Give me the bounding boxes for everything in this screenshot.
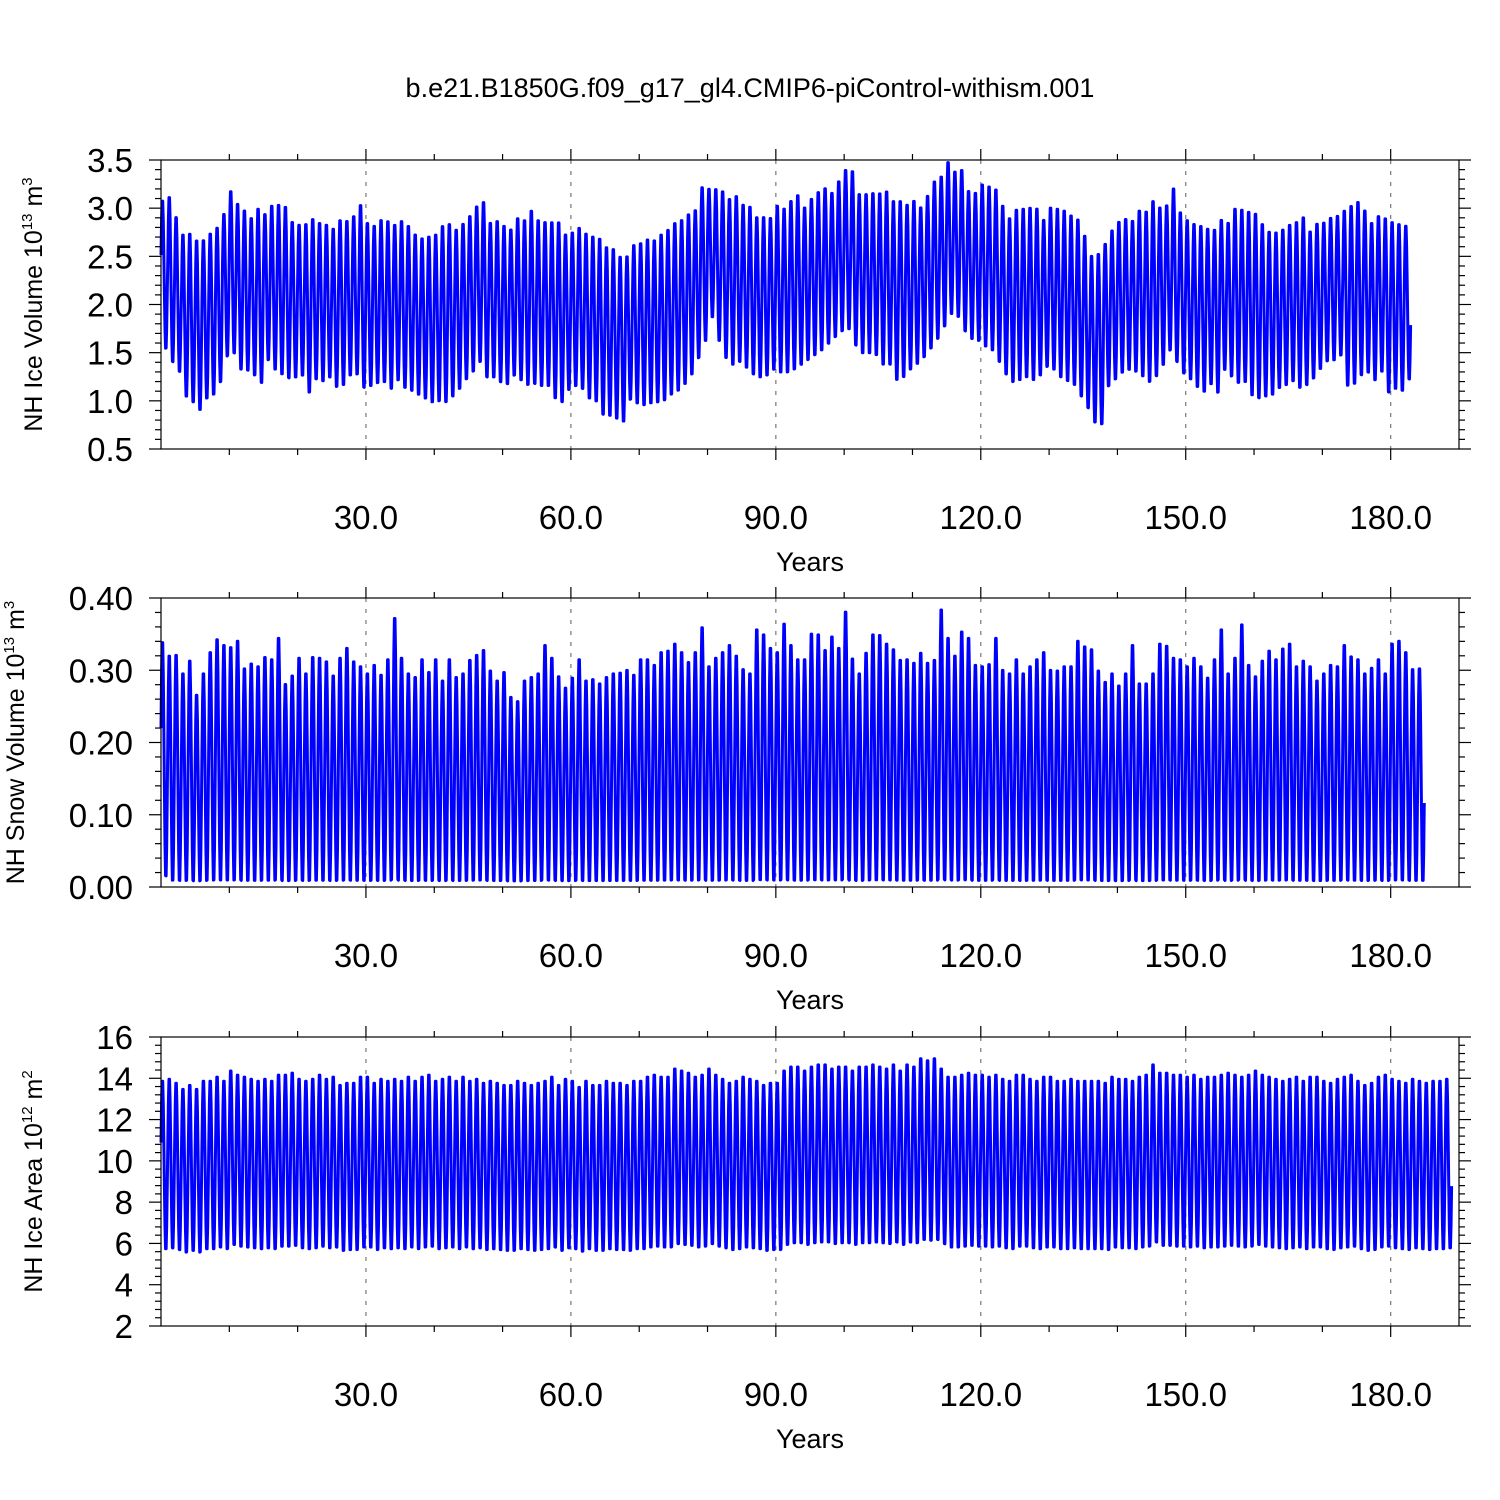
y-tick-label: 0.30 xyxy=(69,652,133,689)
y-axis-label-superscript: 3 xyxy=(19,177,36,185)
x-tick-label: 90.0 xyxy=(744,937,808,974)
y-tick-label: 3.0 xyxy=(87,190,133,227)
y-tick-label: 16 xyxy=(96,1019,133,1056)
y-axis-label-text: NH Ice Area 10 xyxy=(20,1123,48,1293)
y-axis-label-superscript: 3 xyxy=(1,601,18,609)
x-axis-label: Years xyxy=(776,985,844,1015)
y-tick-label: 10 xyxy=(96,1143,133,1180)
y-axis-label-superscript: 13 xyxy=(1,637,18,654)
x-tick-label: 120.0 xyxy=(939,1376,1022,1413)
y-axis-label: NH Ice Area 1012 m2 xyxy=(19,1070,48,1292)
x-tick-label: 90.0 xyxy=(744,1376,808,1413)
ice-volume-panel: 30.0 60.0 90.0 120.0 150.0 180.0 Years 0.5 1.0 1.… xyxy=(19,142,1471,577)
y-tick-label: 2.5 xyxy=(87,238,133,275)
y-axis-label-text: m xyxy=(2,609,30,637)
snow-volume-panel: 30.0 60.0 90.0 120.0 150.0 180.0 Years 0.00 0.10… xyxy=(1,580,1471,1015)
y-tick-label: 8 xyxy=(115,1184,133,1221)
y-axis-label: NH Snow Volume 1013 m3 xyxy=(1,601,30,885)
y-tick-label: 6 xyxy=(115,1225,133,1262)
x-axis-label: Years xyxy=(776,1424,844,1454)
y-axis-label-text: NH Snow Volume 10 xyxy=(2,654,30,885)
x-tick-label: 180.0 xyxy=(1349,499,1432,536)
y-axis-label-superscript: 13 xyxy=(19,213,36,230)
y-tick-label: 1.0 xyxy=(87,383,133,420)
x-tick-label: 120.0 xyxy=(939,937,1022,974)
x-axis-label: Years xyxy=(776,547,844,577)
y-tick-label: 4 xyxy=(115,1267,133,1304)
x-tick-label: 120.0 xyxy=(939,499,1022,536)
panels: 30.0 60.0 90.0 120.0 150.0 180.0 Years 0.5 1.0 1.… xyxy=(1,142,1471,1454)
y-tick-label: 0.00 xyxy=(69,869,133,906)
x-tick-label: 150.0 xyxy=(1144,499,1227,536)
y-tick-label: 0.20 xyxy=(69,725,133,762)
snow-volume-series-line xyxy=(159,608,1426,883)
ice-volume-series-line xyxy=(159,161,1413,426)
y-axis-label-text: NH Ice Volume 10 xyxy=(20,230,48,432)
y-tick-label: 1.5 xyxy=(87,335,133,372)
y-tick-label: 14 xyxy=(96,1060,133,1097)
x-tick-label: 30.0 xyxy=(334,937,398,974)
y-tick-label: 0.40 xyxy=(69,580,133,617)
x-tick-label: 60.0 xyxy=(539,1376,603,1413)
x-tick-label: 150.0 xyxy=(1144,1376,1227,1413)
y-axis-label: NH Ice Volume 1013 m3 xyxy=(19,177,48,431)
y-axis-label-text: m xyxy=(20,1079,48,1107)
x-tick-label: 90.0 xyxy=(744,499,808,536)
x-tick-label: 60.0 xyxy=(539,499,603,536)
figure-title: b.e21.B1850G.f09_g17_gl4.CMIP6-piControl… xyxy=(406,73,1095,103)
y-axis-label-text: m xyxy=(20,186,48,214)
x-tick-label: 180.0 xyxy=(1349,1376,1432,1413)
x-tick-label: 30.0 xyxy=(334,499,398,536)
ice-area-series-line xyxy=(159,1057,1454,1254)
x-tick-label: 180.0 xyxy=(1349,937,1432,974)
y-tick-label: 0.10 xyxy=(69,797,133,834)
y-axis-label-superscript: 12 xyxy=(19,1106,36,1123)
ice-area-panel: 30.0 60.0 90.0 120.0 150.0 180.0 Years 2 4 6 8 10 12… xyxy=(19,1019,1471,1454)
x-tick-label: 60.0 xyxy=(539,937,603,974)
y-tick-label: 0.5 xyxy=(87,431,133,468)
y-tick-label: 2 xyxy=(115,1308,133,1345)
y-axis-label-superscript: 2 xyxy=(19,1070,36,1078)
plot-frame xyxy=(160,1036,1460,1327)
x-tick-label: 30.0 xyxy=(334,1376,398,1413)
y-tick-label: 3.5 xyxy=(87,142,133,179)
y-tick-label: 12 xyxy=(96,1102,133,1139)
y-tick-label: 2.0 xyxy=(87,287,133,324)
x-tick-label: 150.0 xyxy=(1144,937,1227,974)
